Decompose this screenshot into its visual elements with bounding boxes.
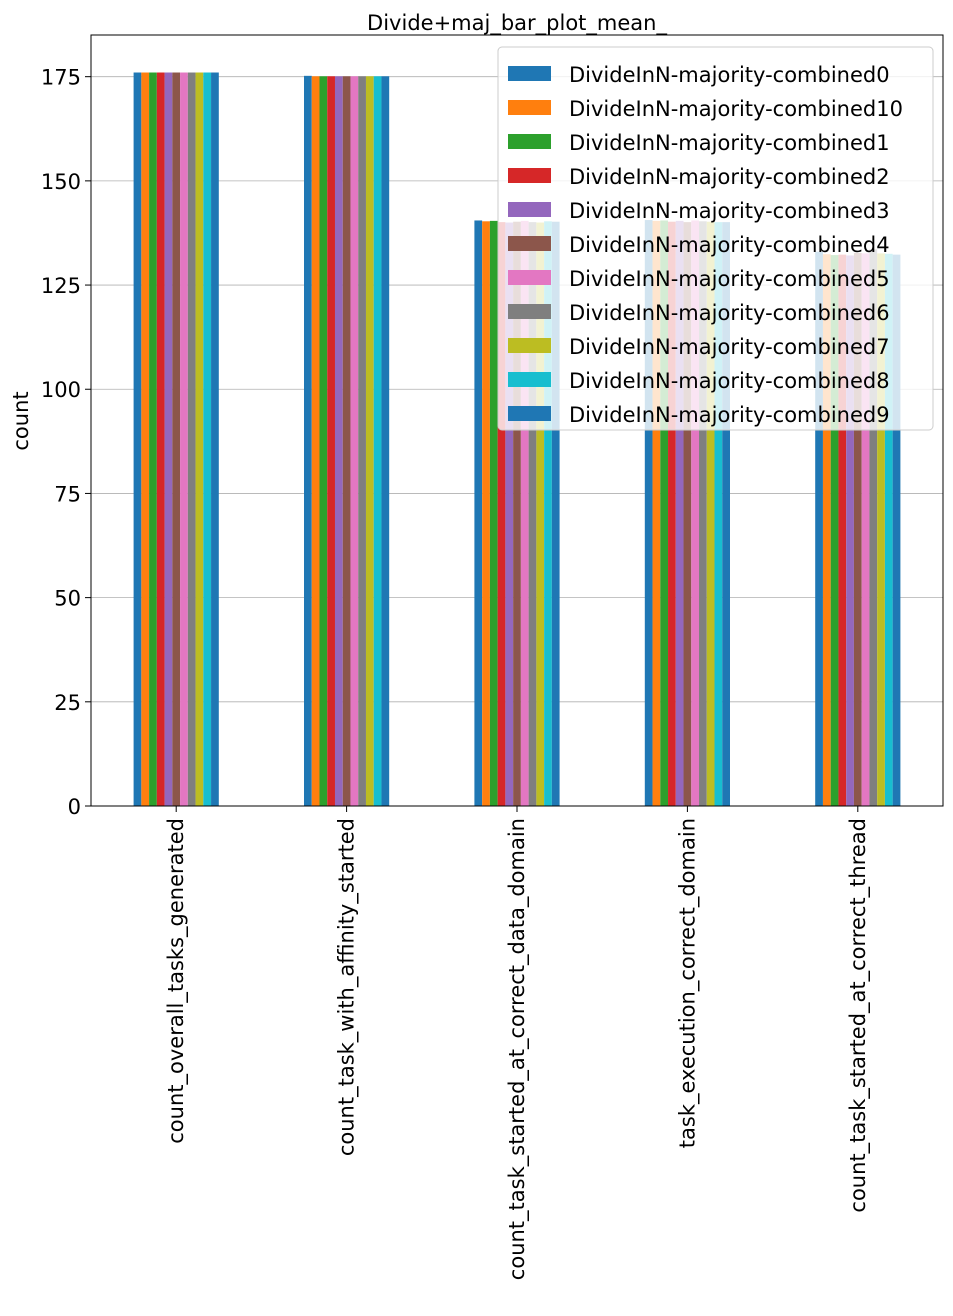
x-tick-label: count_task_with_affinity_started: [335, 818, 360, 1156]
y-axis-label: count: [9, 391, 33, 450]
legend-entry-label: DivideInN-majority-combined5: [569, 267, 890, 291]
y-tick-label: 175: [41, 66, 81, 90]
chart-title: Divide+maj_bar_plot_mean_: [367, 11, 667, 36]
bar: [311, 76, 320, 807]
legend-swatch: [508, 168, 551, 183]
bar: [319, 76, 328, 807]
legend-entry-label: DivideInN-majority-combined3: [569, 199, 890, 223]
bar: [482, 221, 490, 806]
x-tick-label: count_task_started_at_correct_data_domai…: [505, 818, 530, 1280]
bar: [489, 220, 498, 806]
bar: [133, 72, 142, 806]
bar: [187, 72, 196, 806]
bar: [334, 76, 343, 807]
bar: [327, 76, 335, 807]
legend-swatch: [508, 338, 551, 353]
bar: [877, 253, 885, 806]
bar: [846, 255, 854, 806]
axes: 0 25 50 75 100 125 150 175 count_overall_tasks_g…: [41, 66, 871, 1281]
bar: [869, 249, 878, 807]
y-tick-label: 50: [54, 587, 81, 611]
bar: [474, 220, 483, 806]
legend-entry-label: DivideInN-majority-combined9: [569, 403, 890, 427]
legend-entry-label: DivideInN-majority-combined7: [569, 335, 890, 359]
bar: [497, 222, 506, 806]
y-tick-label: 75: [54, 482, 81, 506]
bar: [358, 76, 366, 807]
bar: [156, 72, 165, 806]
legend-entry-label: DivideInN-majority-combined6: [569, 301, 890, 325]
bar: [892, 254, 901, 807]
legend-swatch: [508, 304, 551, 319]
bar: [149, 72, 157, 806]
legend-swatch: [508, 100, 551, 115]
bar: [815, 251, 823, 807]
legend-entry-label: DivideInN-majority-combined1: [569, 131, 890, 155]
bar: [853, 252, 862, 806]
legend-swatch: [508, 134, 551, 149]
bar: [195, 72, 204, 806]
bar: [544, 221, 552, 806]
legend-entry-label: DivideInN-majority-combined8: [569, 369, 890, 393]
bar: [513, 221, 521, 806]
legend-swatch: [508, 202, 551, 217]
bar: [706, 221, 715, 806]
bar: [838, 254, 847, 807]
bar: [652, 220, 661, 806]
bar: [551, 221, 560, 806]
bar: [304, 75, 312, 806]
y-tick-label: 125: [41, 274, 81, 298]
bar: [211, 72, 219, 806]
bar: [164, 72, 173, 806]
legend-swatch: [508, 66, 551, 81]
legend-swatch: [508, 372, 551, 387]
bar: [180, 72, 188, 806]
bar: [714, 222, 723, 806]
bar: [520, 220, 529, 806]
legend: DivideInN-majority-combined0 DivideInN-ma…: [497, 46, 934, 431]
bar: [861, 253, 870, 806]
bar: [528, 222, 537, 806]
x-tick-label: count_task_started_at_correct_thread: [846, 818, 871, 1213]
legend-swatch: [508, 406, 551, 421]
y-tick-label: 100: [41, 378, 81, 402]
bar: [722, 222, 730, 806]
legend-swatch: [508, 270, 551, 285]
x-tick-label: count_overall_tasks_generated: [164, 818, 189, 1144]
bar: [675, 220, 684, 806]
bars: [133, 72, 901, 807]
bar: [830, 255, 839, 807]
bar: [381, 76, 390, 807]
bar: [884, 253, 893, 806]
bar: [373, 76, 382, 807]
y-tick-label: 25: [54, 691, 81, 715]
bar: [644, 220, 653, 807]
plot-frame: [90, 34, 944, 807]
bar: [141, 72, 150, 806]
legend-box: [497, 46, 934, 431]
bar: [505, 222, 514, 807]
bar: [660, 220, 669, 806]
bar: [822, 254, 831, 806]
legend-entry-label: DivideInN-majority-combined4: [569, 233, 890, 257]
legend-entry-label: DivideInN-majority-combined10: [569, 97, 903, 121]
y-tick-label: 0: [68, 795, 81, 819]
bar: [342, 76, 351, 807]
bar: [699, 221, 707, 806]
bar: [203, 72, 212, 806]
bar: [536, 222, 545, 807]
bar: [691, 220, 700, 806]
bar: [683, 222, 692, 806]
legend-entry-label: DivideInN-majority-combined0: [569, 63, 890, 87]
x-tick-label: task_execution_correct_domain: [675, 818, 700, 1148]
bar: [350, 76, 359, 807]
y-tick-label: 150: [41, 170, 81, 194]
bar: [668, 221, 676, 806]
bar: [365, 76, 374, 807]
legend-entry-label: DivideInN-majority-combined2: [569, 165, 890, 189]
legend-swatch: [508, 236, 551, 251]
bar: [172, 72, 181, 806]
